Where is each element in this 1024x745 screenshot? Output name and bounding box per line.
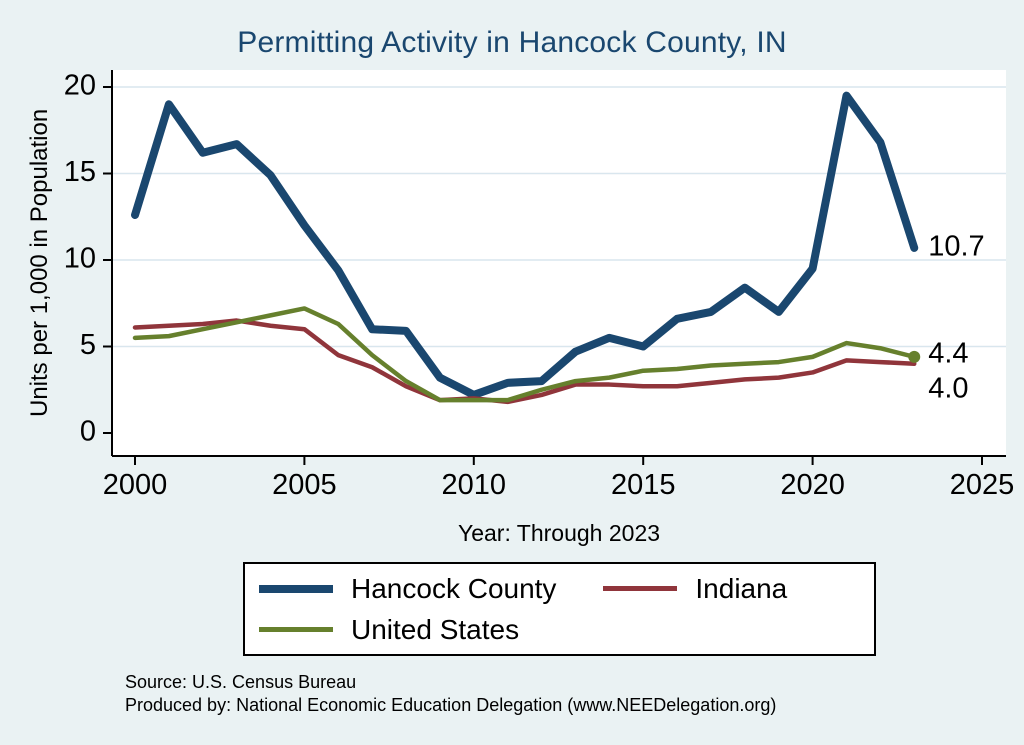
x-axis-title: Year: Through 2023 <box>457 520 661 546</box>
legend-item-indiana: Indiana <box>603 573 874 605</box>
legend-label-hancock-county: Hancock County <box>351 572 557 604</box>
y-tick-label: 5 <box>80 329 96 361</box>
x-tick-label: 2005 <box>272 469 337 501</box>
produced-by-note: Produced by: National Economic Education… <box>125 694 777 715</box>
series-line-hancock-county <box>131 91 919 399</box>
legend-label-indiana: Indiana <box>695 572 788 604</box>
chart-title: Permitting Activity in Hancock County, I… <box>237 26 787 59</box>
x-tick-label: 2015 <box>611 469 676 501</box>
footer: Source: U.S. Census Bureau Produced by: … <box>125 671 1005 716</box>
series-line-indiana <box>132 318 917 405</box>
series-end-marker-united-states <box>908 350 921 363</box>
legend-label-united-states: United States <box>351 613 520 645</box>
legend-swatch-indiana <box>603 586 678 591</box>
series-end-label-united-states: 4.4 <box>928 338 968 370</box>
series-end-label-indiana: 4.0 <box>928 372 968 404</box>
legend-item-hancock-county: Hancock County <box>259 573 603 605</box>
plot-svg: 0 5 10 15 20 2000 2005 2010 2015 2020 2025 10.7 4.04… <box>64 70 1015 501</box>
x-tick-label: 2010 <box>442 469 507 501</box>
x-tick-label: 2000 <box>103 469 168 501</box>
legend-swatch-hancock-county <box>259 584 333 593</box>
legend: Hancock County Indiana United States <box>243 562 876 656</box>
series-end-label-hancock-county: 10.7 <box>928 231 984 263</box>
y-tick-label: 15 <box>64 156 96 188</box>
x-tick-label: 2020 <box>780 469 845 501</box>
x-tick-label: 2025 <box>950 469 1015 501</box>
y-tick-label: 20 <box>64 70 96 102</box>
series-line-united-states <box>132 306 917 403</box>
y-tick-label: 0 <box>80 416 96 448</box>
legend-swatch-united-states <box>259 627 333 632</box>
source-note: Source: U.S. Census Bureau <box>125 672 357 692</box>
legend-item-united-states: United States <box>259 614 603 646</box>
y-tick-label: 10 <box>64 243 96 275</box>
